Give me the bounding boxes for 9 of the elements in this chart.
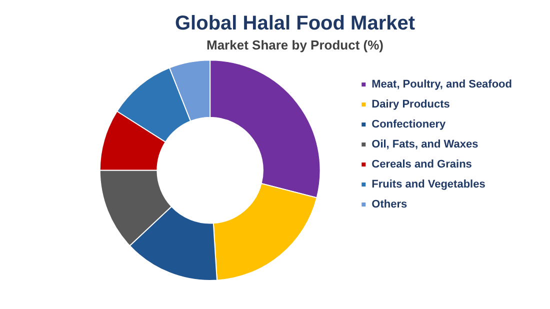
chart-subtitle: Market Share by Product (%) (206, 37, 384, 52)
legend-label: Others (372, 198, 408, 211)
legend-label: Dairy Products (372, 98, 450, 111)
legend-label: Oil, Fats, and Waxes (372, 138, 478, 151)
legend-label: Fruits and Vegetables (372, 178, 486, 191)
legend-label: Meat, Poultry, and Seafood (372, 78, 512, 91)
legend-label: Confectionery (372, 118, 446, 131)
chart-title: Global Halal Food Market (174, 12, 416, 35)
legend-label: Cereals and Grains (372, 158, 472, 171)
